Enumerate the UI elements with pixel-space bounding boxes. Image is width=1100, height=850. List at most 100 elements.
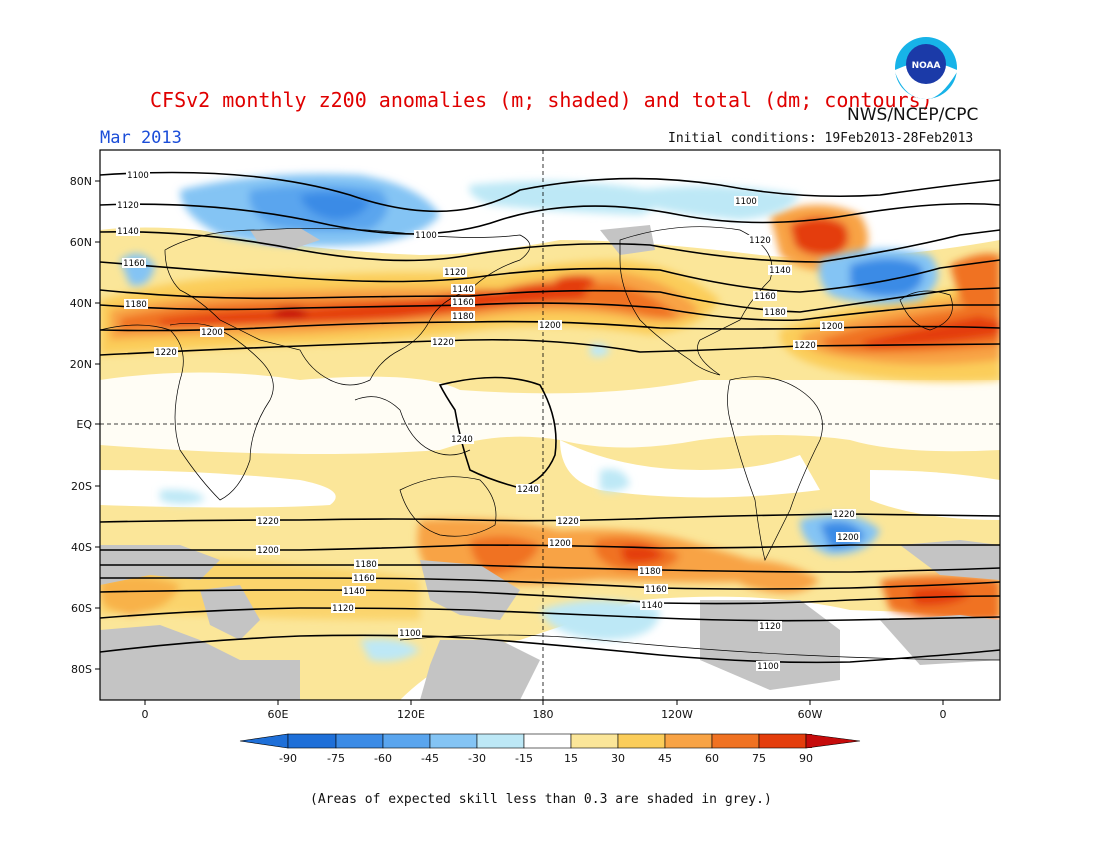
- forecast-month: Mar 2013: [100, 128, 182, 148]
- svg-text:1220: 1220: [432, 338, 454, 348]
- lon-label: 0: [142, 708, 149, 721]
- contour-label: 1160: [753, 291, 777, 302]
- colorbar-label: -90: [279, 752, 297, 765]
- svg-text:1120: 1120: [444, 268, 466, 278]
- contour-label: 1220: [154, 347, 178, 358]
- svg-text:1160: 1160: [123, 259, 145, 269]
- contour-labels: 1100 1120 1140 1160 1180 1200 1220 1100 …: [116, 170, 860, 672]
- svg-text:1240: 1240: [451, 435, 473, 445]
- colorbar-label: 75: [752, 752, 766, 765]
- svg-text:1140: 1140: [343, 587, 365, 597]
- lon-label: 120E: [397, 708, 425, 721]
- lat-label: 80N: [70, 175, 92, 188]
- svg-text:1220: 1220: [155, 348, 177, 358]
- svg-text:1200: 1200: [201, 328, 223, 338]
- lat-axis: 80N 60N 40N 20N EQ 20S 40S 60S 80S: [70, 175, 100, 676]
- svg-text:1100: 1100: [415, 231, 437, 241]
- lat-label: 40S: [71, 541, 92, 554]
- colorbar-label: 60: [705, 752, 719, 765]
- colorbar-label: -60: [374, 752, 392, 765]
- lat-label: 20N: [70, 358, 92, 371]
- lat-label: 60N: [70, 236, 92, 249]
- svg-text:1200: 1200: [549, 539, 571, 549]
- continent-outlines: [100, 226, 1000, 661]
- contour-label: 1180: [638, 566, 662, 577]
- contour-label: 1160: [451, 297, 475, 308]
- contour-label: 1180: [354, 559, 378, 570]
- contour-label: 1160: [352, 573, 376, 584]
- svg-text:1100: 1100: [399, 629, 421, 639]
- lon-label: 60E: [268, 708, 289, 721]
- svg-text:1180: 1180: [125, 300, 147, 310]
- contour-label: 1200: [538, 320, 562, 331]
- svg-text:1220: 1220: [833, 510, 855, 520]
- contour-label: 1240: [516, 484, 540, 495]
- contour-label: 1180: [763, 307, 787, 318]
- contour-label: 1220: [431, 337, 455, 348]
- contour-label: 1120: [331, 603, 355, 614]
- lon-axis: 0 60E 120E 180 120W 60W 0: [142, 700, 947, 721]
- svg-text:1160: 1160: [353, 574, 375, 584]
- anomaly-shading: [100, 150, 1000, 700]
- contour-label: 1220: [793, 340, 817, 351]
- svg-text:1220: 1220: [794, 341, 816, 351]
- svg-text:1220: 1220: [257, 517, 279, 527]
- svg-text:1120: 1120: [759, 622, 781, 632]
- svg-text:1180: 1180: [639, 567, 661, 577]
- contour-label: 1240: [450, 434, 474, 445]
- lat-label: 20S: [71, 480, 92, 493]
- contour-label: 1220: [256, 516, 280, 527]
- lon-label: 0: [940, 708, 947, 721]
- svg-text:1100: 1100: [735, 197, 757, 207]
- svg-text:1120: 1120: [117, 201, 139, 211]
- lat-label: 60S: [71, 602, 92, 615]
- svg-text:1100: 1100: [127, 171, 149, 181]
- contour-label: 1120: [748, 235, 772, 246]
- svg-text:1180: 1180: [764, 308, 786, 318]
- contour-label: 1100: [398, 628, 422, 639]
- contour-label: 1200: [836, 532, 860, 543]
- skill-footnote: (Areas of expected skill less than 0.3 a…: [310, 792, 772, 807]
- colorbar-label: 15: [564, 752, 578, 765]
- colorbar-label: 45: [658, 752, 672, 765]
- initial-conditions: Initial conditions: 19Feb2013-28Feb2013: [668, 131, 974, 146]
- svg-text:1120: 1120: [749, 236, 771, 246]
- svg-text:1200: 1200: [539, 321, 561, 331]
- contour-label: 1200: [200, 327, 224, 338]
- svg-text:1160: 1160: [452, 298, 474, 308]
- contour-label: 1100: [126, 170, 150, 181]
- colorbar-label: -45: [421, 752, 439, 765]
- contour-label: 1120: [116, 200, 140, 211]
- lon-label: 120W: [661, 708, 693, 721]
- lon-label: 60W: [798, 708, 823, 721]
- svg-text:1100: 1100: [757, 662, 779, 672]
- contour-label: 1220: [556, 516, 580, 527]
- contour-label: 1200: [820, 321, 844, 332]
- svg-text:1240: 1240: [517, 485, 539, 495]
- contour-label: 1180: [451, 311, 475, 322]
- contour-label: 1140: [768, 265, 792, 276]
- map-title: CFSv2 monthly z200 anomalies (m; shaded)…: [150, 88, 933, 112]
- contour-label: 1220: [832, 509, 856, 520]
- lat-label: 40N: [70, 297, 92, 310]
- contour-label: 1140: [342, 586, 366, 597]
- colorbar-label: 90: [799, 752, 813, 765]
- svg-text:1140: 1140: [641, 601, 663, 611]
- contour-label: 1140: [451, 284, 475, 295]
- svg-text:1160: 1160: [754, 292, 776, 302]
- svg-text:1200: 1200: [821, 322, 843, 332]
- contour-label: 1140: [640, 600, 664, 611]
- contour-label: 1120: [758, 621, 782, 632]
- contour-label: 1100: [734, 196, 758, 207]
- agency-label: NWS/NCEP/CPC: [847, 105, 979, 125]
- contour-label: 1120: [443, 267, 467, 278]
- map-border: [99, 149, 1001, 701]
- svg-text:1140: 1140: [452, 285, 474, 295]
- svg-text:1180: 1180: [452, 312, 474, 322]
- colorbar-label: -75: [327, 752, 345, 765]
- lat-label: 80S: [71, 663, 92, 676]
- contour-label: 1140: [116, 226, 140, 237]
- svg-text:1220: 1220: [557, 517, 579, 527]
- contour-label: 1180: [124, 299, 148, 310]
- reference-lines: [100, 150, 1000, 700]
